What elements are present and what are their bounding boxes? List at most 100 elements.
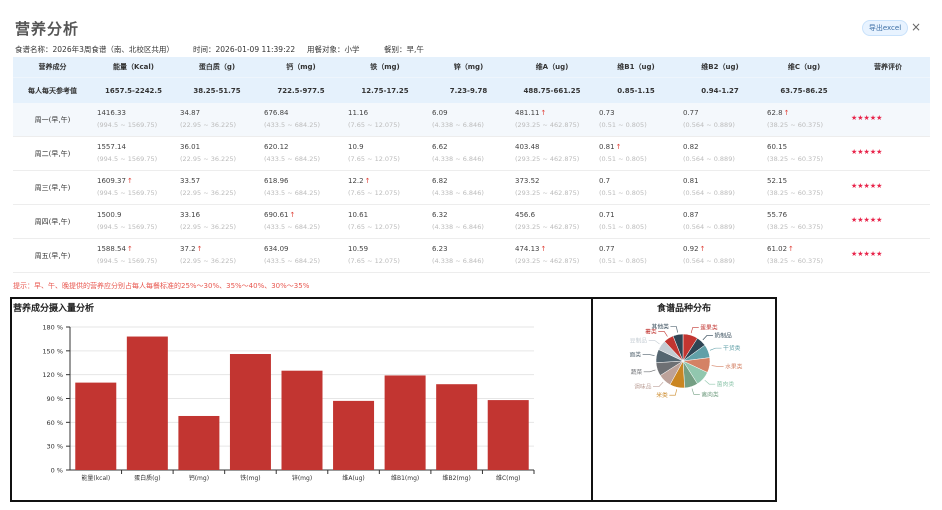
- nutrient-cell: 10.9 (7.65 ~ 12.075): [343, 137, 427, 170]
- table-header-cell: 维A（ug): [535, 63, 569, 71]
- nutrient-value: 0.73: [599, 109, 615, 117]
- nutrient-cell: 0.81 (0.564 ~ 0.889): [678, 171, 762, 204]
- nutrient-value: 0.7: [599, 177, 611, 185]
- nutrient-range: (433.5 ~ 684.25): [264, 189, 321, 197]
- nutrient-cell: 55.76 (38.25 ~ 60.375): [762, 205, 846, 238]
- nutrient-value: 55.76: [767, 211, 788, 219]
- nutrient-value: 0.81: [683, 177, 699, 185]
- nutrient-range: (22.95 ~ 36.225): [180, 223, 237, 231]
- nutrient-value: 0.81↑: [599, 143, 622, 151]
- nutrient-range: (293.25 ~ 462.875): [515, 257, 580, 265]
- nutrient-range: (433.5 ~ 684.25): [264, 223, 321, 231]
- nutrient-range: (22.95 ~ 36.225): [180, 189, 237, 197]
- nutrient-range: (293.25 ~ 462.875): [515, 223, 580, 231]
- nutrient-range: (4.338 ~ 6.846): [432, 223, 484, 231]
- export-excel-button[interactable]: 导出excel: [862, 20, 908, 36]
- nutrient-range: (994.5 ~ 1569.75): [97, 121, 158, 129]
- nutrient-range: (0.51 ~ 0.805): [599, 223, 647, 231]
- nutrient-value: 403.48: [515, 143, 540, 151]
- nutrient-value: 620.12: [264, 143, 289, 151]
- nutrient-cell: 0.92↑ (0.564 ~ 0.889): [678, 239, 762, 272]
- reference-cell: 每人每天参考值: [28, 87, 77, 95]
- reference-cell: [846, 78, 930, 103]
- pie-slice-label: 蛋果类: [700, 323, 718, 331]
- nutrient-cell: 0.73 (0.51 ~ 0.805): [594, 103, 678, 136]
- nutrient-value: 62.8↑: [767, 109, 790, 117]
- pie-label-line: [653, 381, 664, 387]
- nutrient-value: 37.2↑: [180, 245, 203, 253]
- nutrient-range: (433.5 ~ 684.25): [264, 155, 321, 163]
- nutrient-cell: 6.23 (4.338 ~ 6.846): [427, 239, 510, 272]
- nutrient-range: (0.51 ~ 0.805): [599, 155, 647, 163]
- nutrient-cell: 1500.9 (994.5 ~ 1569.75): [92, 205, 175, 238]
- up-arrow-icon: ↑: [540, 245, 547, 253]
- nutrient-range: (433.5 ~ 684.25): [264, 121, 321, 129]
- reference-cell: 0.85-1.15: [617, 87, 655, 95]
- nutrient-cell: 6.32 (4.338 ~ 6.846): [427, 205, 510, 238]
- close-icon[interactable]: ×: [911, 20, 922, 34]
- pie-slice-label: 其他类: [652, 323, 670, 331]
- pie-label-line: [648, 340, 660, 345]
- nutrient-value: 0.71: [599, 211, 615, 219]
- nutrient-cell: 6.09 (4.338 ~ 6.846): [427, 103, 510, 136]
- up-arrow-icon: ↑: [615, 143, 622, 151]
- up-arrow-icon: ↑: [540, 109, 547, 117]
- pie-label-line: [711, 365, 724, 367]
- nutrient-cell: 61.02↑ (38.25 ~ 60.375): [762, 239, 846, 272]
- table-row: 周五(早,午) 1588.54↑ (994.5 ~ 1569.75) 37.2↑ (22…: [13, 239, 930, 273]
- bar-chart-panel: 营养成分摄入量分析 0 % 30 % 60 % 90 % 120 % 150 % 180 %…: [10, 297, 591, 502]
- up-arrow-icon: ↑: [364, 177, 371, 185]
- pie-slice-label: 面类: [630, 350, 642, 358]
- nutrient-range: (38.25 ~ 60.375): [767, 121, 824, 129]
- bar-chart-title: 营养成分摄入量分析: [13, 304, 95, 314]
- page-title: 营养分析: [15, 20, 80, 38]
- nutrient-cell: 12.2↑ (7.65 ~ 12.075): [343, 171, 427, 204]
- star-rating: ★★★★★: [851, 216, 883, 224]
- y-tick-label: 30 %: [46, 443, 63, 451]
- nutrient-value: 676.84: [264, 109, 289, 117]
- pie-label-line: [704, 379, 716, 385]
- nutrient-cell: 10.61 (7.65 ~ 12.075): [343, 205, 427, 238]
- nutrient-cell: 11.16 (7.65 ~ 12.075): [343, 103, 427, 136]
- table-row: 周三(早,午) 1609.37↑ (994.5 ~ 1569.75) 33.57 (22…: [13, 171, 930, 205]
- table-header-cell: 锌（mg): [453, 63, 484, 71]
- nutrient-range: (0.564 ~ 0.889): [683, 257, 735, 265]
- row-day-label: 周一(早,午): [34, 116, 71, 124]
- nutrient-range: (0.564 ~ 0.889): [683, 121, 735, 129]
- pie-chart-title: 食谱品种分布: [657, 304, 712, 314]
- pie-slice-label: 米类: [656, 391, 668, 399]
- nutrient-range: (38.25 ~ 60.375): [767, 155, 824, 163]
- pie-slice-label: 薯类: [645, 327, 657, 335]
- nutrient-value: 10.59: [348, 245, 369, 253]
- reference-cell: 1657.5-2242.5: [105, 87, 162, 95]
- nutrient-range: (0.564 ~ 0.889): [683, 189, 735, 197]
- nutrient-value: 36.01: [180, 143, 201, 151]
- pie-slice-label: 豆制品: [630, 336, 648, 344]
- nutrient-range: (7.65 ~ 12.075): [348, 121, 400, 129]
- rating-cell: ★★★★★: [846, 137, 930, 170]
- star-rating: ★★★★★: [851, 182, 883, 190]
- nutrient-range: (4.338 ~ 6.846): [432, 121, 484, 129]
- pie-label-line: [658, 331, 668, 337]
- table-header-row: 营养成分 能量（Kcal) 蛋白质（g) 钙（mg) 铁（mg) 锌（mg) 维A（ug) 维…: [13, 57, 930, 77]
- nutrient-value: 1416.33: [97, 109, 126, 117]
- nutrient-value: 1588.54↑: [97, 245, 133, 253]
- nutrient-value: 12.2↑: [348, 177, 371, 185]
- nutrient-cell: 0.71 (0.51 ~ 0.805): [594, 205, 678, 238]
- nutrient-cell: 1609.37↑ (994.5 ~ 1569.75): [92, 171, 175, 204]
- nutrient-range: (7.65 ~ 12.075): [348, 189, 400, 197]
- nutrient-cell: 456.6 (293.25 ~ 462.875): [510, 205, 594, 238]
- pie-label-line: [691, 388, 700, 395]
- nutrient-value: 0.82: [683, 143, 699, 151]
- x-tick-label: 维B1(mg): [391, 474, 419, 482]
- nutrient-value: 456.6: [515, 211, 536, 219]
- reference-cell: 722.5-977.5: [277, 87, 325, 95]
- recipe-name: 食谱名称：2026年3周食谱（南、北校区共用）: [15, 45, 174, 54]
- x-tick-label: 铁(mg): [240, 474, 260, 482]
- reference-cell: 38.25-51.75: [193, 87, 241, 95]
- nutrient-value: 0.77: [683, 109, 699, 117]
- diner-target: 用餐对象：小学: [307, 45, 360, 54]
- pie-slice: [672, 333, 684, 362]
- nutrient-cell: 6.82 (4.338 ~ 6.846): [427, 171, 510, 204]
